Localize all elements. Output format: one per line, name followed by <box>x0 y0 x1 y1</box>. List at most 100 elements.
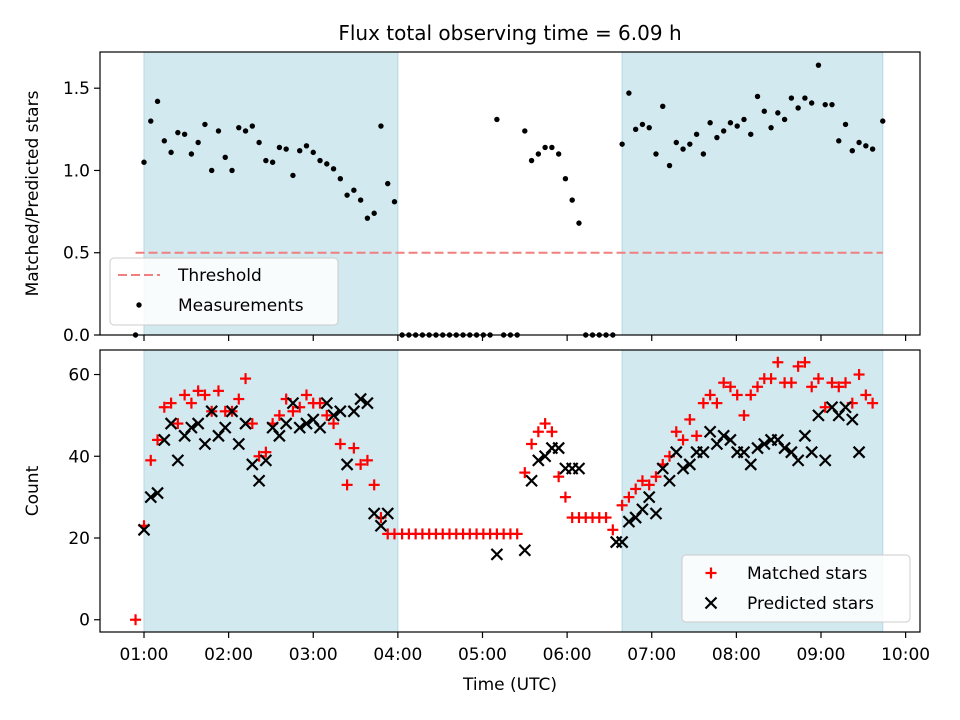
matched-star-point <box>240 373 252 385</box>
measurement-point <box>391 199 398 205</box>
predicted-star-point <box>171 454 185 467</box>
matched-star-point <box>546 426 558 438</box>
measurement-point <box>555 151 562 157</box>
x-tick-label: 06:00 <box>543 645 592 665</box>
predicted-star-point <box>334 405 347 418</box>
y-tick-label: 40 <box>68 447 90 467</box>
matched-star-point <box>233 393 245 405</box>
matched-star-point <box>833 381 845 393</box>
predicted-star-stroke-b <box>642 490 656 504</box>
predicted-star-point <box>327 409 340 422</box>
legend-box <box>109 257 339 326</box>
matched-star-point <box>553 471 565 483</box>
predicted-star-point <box>164 417 178 430</box>
bottom-y-ticks: 0 20 40 60 <box>68 366 100 631</box>
predicted-star-point <box>340 458 354 471</box>
matched-star-point <box>853 369 865 381</box>
measurement-point <box>569 197 575 203</box>
predicted-star-point <box>791 454 805 467</box>
predicted-star-stroke-b <box>724 433 737 447</box>
x-tick-label: 01:00 <box>120 645 169 665</box>
predicted-star-point <box>151 486 164 500</box>
measurement-point <box>626 90 632 96</box>
matched-star-point <box>607 524 619 536</box>
predicted-star-point <box>232 437 246 451</box>
x-tick-label: 10:00 <box>881 645 930 665</box>
predicted-star-stroke-b <box>259 454 273 467</box>
matched-star-point <box>704 389 716 401</box>
measurement-point <box>161 138 168 144</box>
predicted-star-stroke-b <box>367 507 381 520</box>
predicted-star-stroke-b <box>778 441 791 455</box>
measurement-point <box>522 128 528 134</box>
matched-star-point <box>179 389 191 401</box>
predicted-star-stroke-b <box>825 400 839 414</box>
measurement-point <box>535 151 542 157</box>
measurement-point <box>880 118 886 124</box>
measurement-point <box>344 192 350 198</box>
matched-star-point <box>697 397 709 409</box>
matched-star-point <box>819 401 831 413</box>
measurement-point <box>576 220 582 226</box>
measurement-point <box>693 131 700 137</box>
bottom-axes-frame <box>99 349 921 633</box>
matched-star-point <box>321 409 333 421</box>
predicted-star-point <box>374 519 388 533</box>
predicted-star-stroke-b <box>703 425 717 439</box>
predicted-star-stroke-b <box>239 417 252 430</box>
predicted-star-point <box>615 535 629 549</box>
y-tick-label: 0.5 <box>63 244 90 264</box>
y-tick-label: 20 <box>68 529 90 549</box>
measurement-point <box>141 159 147 165</box>
predicted-star-point <box>490 548 504 561</box>
predicted-star-point <box>683 458 697 471</box>
predicted-star-point <box>717 429 730 443</box>
top-panel: 0.0 0.5 1.0 1.5 Matched/Predicted stars Thr… <box>23 51 921 346</box>
predicted-star-point <box>347 405 361 418</box>
measurement-point <box>781 116 788 123</box>
predicted-star-point <box>191 417 205 430</box>
predicted-star-stroke-b <box>615 535 629 549</box>
measurement-point <box>351 187 357 193</box>
predicted-star-point <box>361 396 374 410</box>
predicted-star-stroke-b <box>744 458 758 471</box>
predicted-star-stroke-b <box>293 421 306 434</box>
predicted-stars-series <box>137 392 866 561</box>
measurement-point <box>815 62 822 68</box>
matched-star-point <box>745 389 757 401</box>
measurement-point <box>734 123 740 129</box>
y-tick-label: 0.0 <box>63 326 90 346</box>
matched-star-point <box>273 409 285 421</box>
matched-star-point <box>165 397 177 409</box>
predicted-star-stroke-b <box>656 462 670 475</box>
matched-star-point <box>532 426 544 438</box>
matched-star-point <box>511 528 523 540</box>
matched-star-point <box>600 512 612 524</box>
x-tick-label: 05:00 <box>458 645 507 665</box>
measurement-point <box>215 128 222 134</box>
measurement-point <box>310 149 316 156</box>
predicted-star-point <box>259 454 273 467</box>
predicted-star-stroke-b <box>846 413 859 426</box>
predicted-star-stroke-b <box>334 405 347 418</box>
predicted-star-point <box>532 454 545 467</box>
predicted-star-stroke-b <box>252 474 266 488</box>
matched-star-point <box>185 397 197 409</box>
predicted-star-stroke-b <box>185 421 198 434</box>
matched-star-point <box>711 397 723 409</box>
matched-star-point <box>539 418 551 430</box>
predicted-star-stroke-b <box>246 458 259 471</box>
measurement-point <box>775 110 781 116</box>
matched-star-point <box>718 377 730 389</box>
top-y-axis-label: Matched/Predicted stars <box>23 90 43 296</box>
predicted-star-point <box>218 421 232 434</box>
measurement-point <box>195 139 201 146</box>
predicted-star-stroke-b <box>327 409 340 422</box>
predicted-star-point <box>252 474 266 488</box>
matched-star-point <box>519 467 531 479</box>
x-tick-label: 07:00 <box>627 645 676 665</box>
predicted-star-point <box>622 515 636 528</box>
observing-window-2 <box>621 51 884 336</box>
matched-star-point <box>684 413 696 425</box>
predicted-star-stroke-b <box>717 429 730 443</box>
